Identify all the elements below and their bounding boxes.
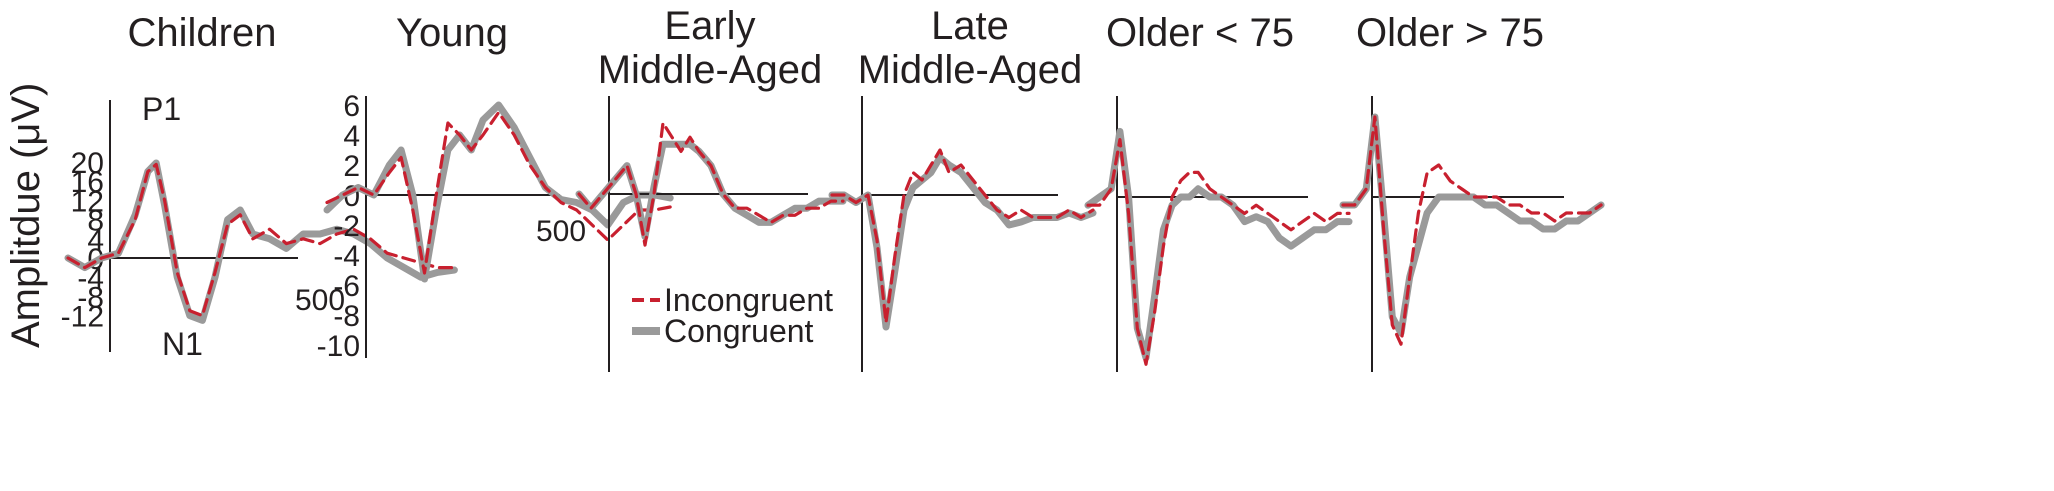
series-congruent-line: [828, 154, 1097, 331]
series-incongruent-line: [66, 162, 456, 318]
y-tick-label: 6: [343, 90, 360, 123]
panel-title-line: Late: [931, 4, 1009, 48]
series-incongruent-line: [577, 121, 845, 247]
panel-title-older-under-75: Older < 75: [1106, 11, 1294, 55]
y-tick-label: -4: [333, 240, 360, 273]
panel-title-young: Young: [396, 11, 508, 55]
y-tick-label: 20: [71, 147, 104, 180]
x-tick-label: 500: [536, 215, 586, 248]
panel-title-line: Early: [664, 4, 756, 48]
series-incongruent-line: [830, 148, 1095, 325]
y-tick-label: -2: [333, 210, 360, 243]
y-tick-label: -8: [77, 281, 104, 314]
series-incongruent-line: [1086, 138, 1351, 366]
series-congruent-line: [1084, 127, 1353, 362]
panel-title-early-middle-aged: Early Middle-Aged: [570, 4, 850, 92]
y-tick-label: 8: [87, 205, 104, 238]
series-incongruent-line: [325, 110, 672, 275]
y-tick-label: -6: [333, 270, 360, 303]
annotation-n1: N1: [162, 326, 203, 362]
legend-label-congruent: Congruent: [664, 313, 814, 349]
x-tick-label: 500: [295, 284, 345, 317]
series-congruent-line: [575, 140, 847, 241]
series-congruent-line: [64, 159, 458, 324]
annotation-p1: P1: [142, 91, 181, 127]
panel-title-children: Children: [127, 11, 277, 55]
y-tick-label: 4: [343, 120, 360, 153]
panel-title-late-middle-aged: Late Middle-Aged: [830, 4, 1110, 92]
legend-label-incongruent: Incongruent: [664, 282, 833, 318]
series-congruent-line: [323, 101, 674, 283]
panel-title-line: Middle-Aged: [597, 48, 823, 92]
panel-title-line: Middle-Aged: [857, 48, 1083, 92]
y-tick-label: 2: [343, 150, 360, 183]
panel-title-older-over-75: Older > 75: [1356, 11, 1544, 55]
y-tick-label: -10: [317, 330, 360, 363]
y-tick-label: 16: [71, 166, 104, 199]
y-tick-label: -12: [61, 301, 104, 334]
series-incongruent-line: [1341, 115, 1603, 346]
y-tick-label: -8: [333, 300, 360, 333]
y-tick-label: 4: [87, 224, 104, 257]
y-tick-label: 12: [71, 185, 104, 218]
